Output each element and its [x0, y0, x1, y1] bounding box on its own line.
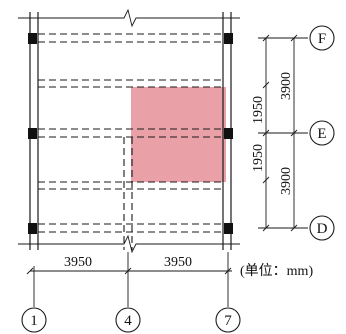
right-inner-dimension-2: 1950 [251, 144, 266, 172]
bottom-dimension-1: 3950 [64, 255, 92, 270]
right-dim-tick-inner-d [262, 224, 270, 232]
axis-bubble-7 [215, 307, 241, 333]
axis-bubble-d [309, 215, 335, 241]
highlighted-slab-area [131, 87, 226, 182]
column-1-e [28, 128, 37, 139]
right-dim-tick-inner-f [262, 34, 270, 42]
top-break-line [18, 8, 240, 28]
column-1-f [28, 33, 37, 44]
axis-label-1: 1 [30, 313, 38, 329]
bottom-break-line [18, 234, 240, 254]
column-1-d [28, 223, 37, 234]
unit-note: (单位：mm) [240, 263, 313, 279]
axis-bubble-1 [21, 307, 47, 333]
axis-bubble-4 [115, 307, 141, 333]
axis-label-e: E [317, 126, 326, 142]
axis-label-f: F [318, 31, 326, 47]
axis-bubble-f [309, 25, 335, 51]
right-inner-dimension-1: 1950 [251, 96, 266, 124]
right-dim-tick-inner-mid-upper [262, 81, 270, 89]
axis-bubble-e [309, 120, 335, 146]
right-outer-dimension-1: 3900 [279, 72, 294, 100]
right-dim-tick-outer-f [290, 34, 298, 42]
axis-label-7: 7 [224, 313, 232, 329]
column-7-f [224, 33, 233, 44]
column-7-e [224, 128, 233, 139]
right-dim-tick-outer-d [290, 224, 298, 232]
right-dim-tick-inner-mid-lower [262, 176, 270, 184]
axis-label-4: 4 [124, 313, 132, 329]
right-dim-tick-inner-e [262, 129, 270, 137]
right-dim-tick-outer-e [290, 129, 298, 137]
right-outer-dimension-2: 3900 [279, 167, 294, 195]
bottom-dimension-2: 3950 [164, 255, 192, 270]
column-7-d [224, 223, 233, 234]
axis-label-d: D [317, 221, 328, 237]
bottom-dim-tick-1 [26, 267, 34, 275]
